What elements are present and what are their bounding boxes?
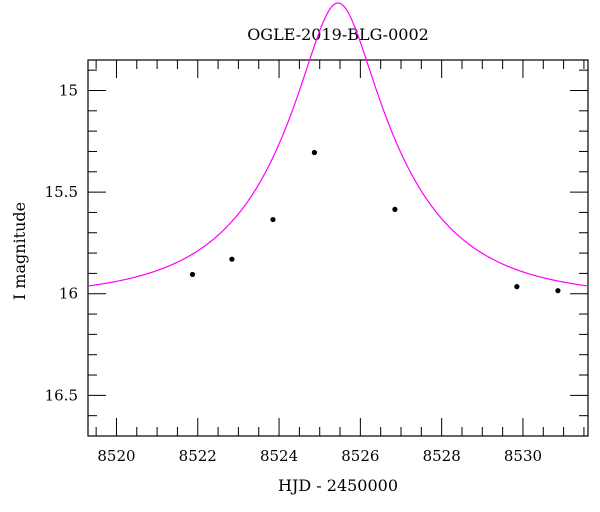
y-tick-label: 15 — [59, 81, 78, 99]
data-point — [555, 288, 561, 294]
y-tick-label: 15.5 — [45, 183, 78, 201]
data-point — [392, 206, 398, 212]
y-tick-label: 16.5 — [45, 386, 78, 404]
data-point — [514, 284, 520, 290]
data-points — [189, 149, 561, 294]
x-tick-label: 8530 — [504, 447, 542, 465]
plot-frame — [87, 59, 589, 437]
x-axis-label: HJD - 2450000 — [278, 476, 398, 495]
x-tick-label: 8528 — [423, 447, 461, 465]
x-tick-label: 8524 — [260, 447, 298, 465]
x-tick-label: 8520 — [97, 447, 135, 465]
x-tick-label: 8526 — [341, 447, 379, 465]
chart-title: OGLE-2019-BLG-0002 — [247, 25, 429, 44]
tick-labels: 8520 8522 8524 8526 8528 8530 15 15.5 16 16.5 — [45, 81, 542, 465]
y-axis-label: I magnitude — [10, 202, 29, 300]
data-point — [189, 271, 196, 278]
model-curve-line — [87, 2, 589, 287]
x-tick-label: 8522 — [179, 447, 217, 465]
data-point — [270, 216, 276, 223]
y-tick-label: 16 — [59, 285, 78, 303]
data-point — [229, 256, 235, 262]
model-curve — [87, 2, 589, 287]
axis-ticks — [88, 60, 588, 437]
data-point — [311, 149, 318, 156]
